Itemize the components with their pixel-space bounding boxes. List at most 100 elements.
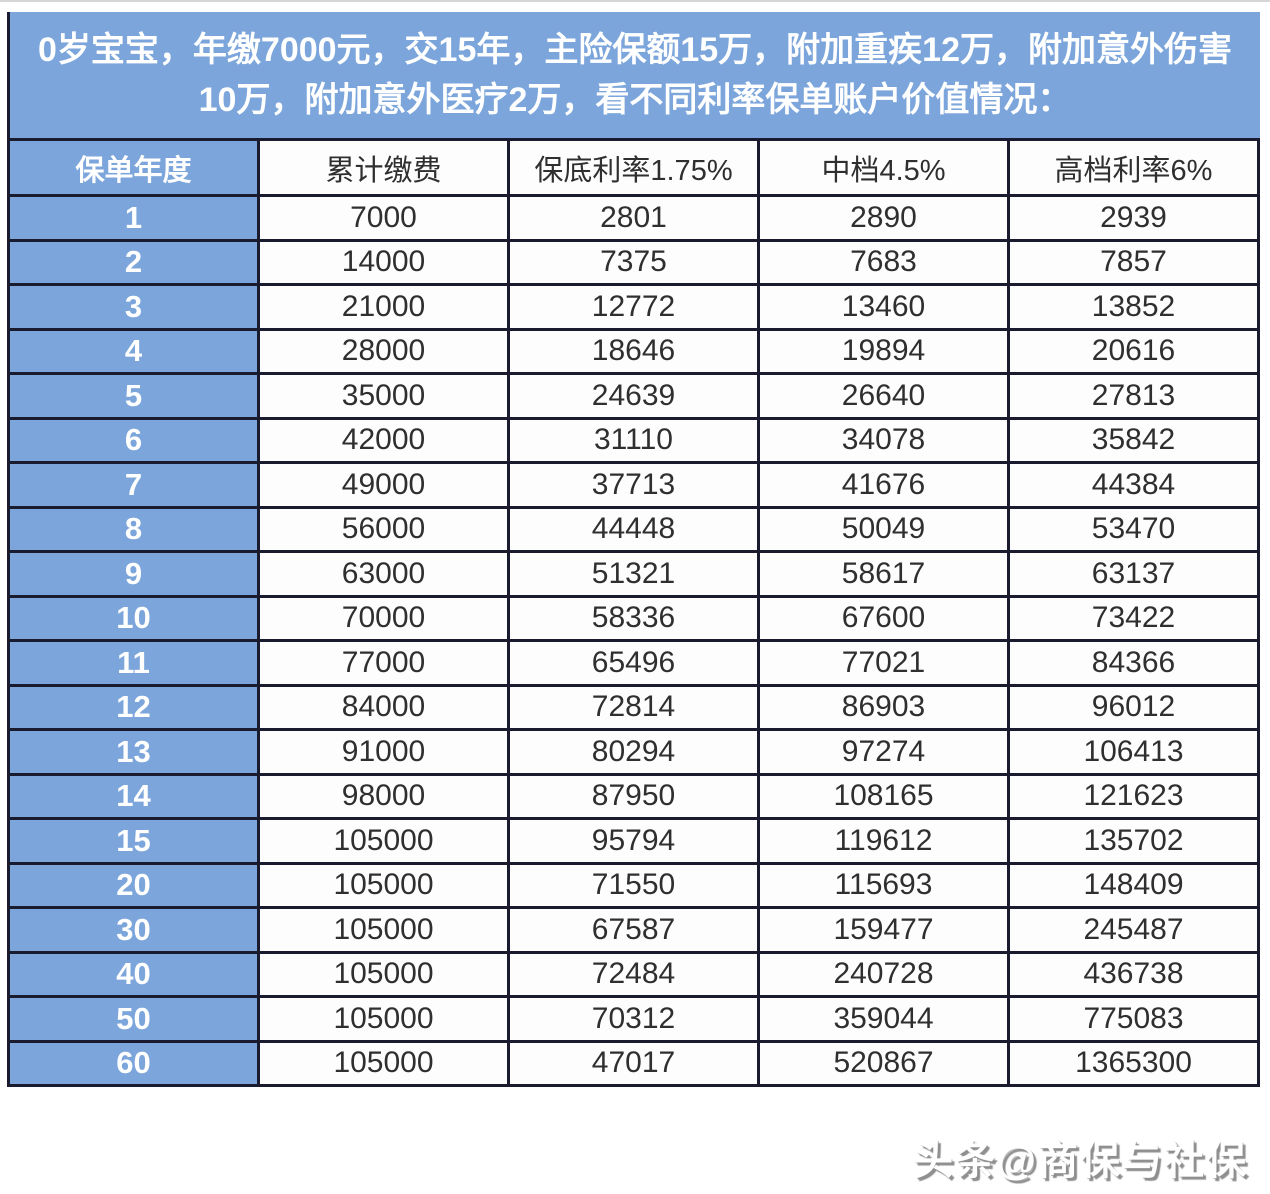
high-rate-6-cell: 135702 bbox=[1007, 817, 1260, 865]
table-title-banner: 0岁宝宝，年缴7000元，交15年，主险保额15万，附加重疾12万，附加意外伤害… bbox=[7, 12, 1260, 138]
watermark: 头条@商保与社保 bbox=[912, 1139, 1248, 1183]
policy-year-cell: 15 bbox=[7, 817, 260, 865]
mid-rate-4-5-cell: 34078 bbox=[757, 416, 1010, 464]
mid-rate-4-5-cell: 58617 bbox=[757, 550, 1010, 598]
high-rate-6-cell: 121623 bbox=[1007, 772, 1260, 820]
table-row: 14 98000 87950 108165 121623 bbox=[7, 772, 1260, 820]
cumulative-premium-cell: 7000 bbox=[257, 194, 510, 242]
cumulative-premium-cell: 49000 bbox=[257, 461, 510, 509]
policy-year-cell: 30 bbox=[7, 906, 260, 954]
table-row: 9 63000 51321 58617 63137 bbox=[7, 550, 1260, 598]
cumulative-premium-cell: 105000 bbox=[257, 906, 510, 954]
table-row: 40 105000 72484 240728 436738 bbox=[7, 950, 1260, 998]
guaranteed-rate-1-75-cell: 7375 bbox=[507, 238, 760, 286]
policy-year-cell: 4 bbox=[7, 327, 260, 375]
table-row: 20 105000 71550 115693 148409 bbox=[7, 861, 1260, 909]
high-rate-6-cell: 20616 bbox=[1007, 327, 1260, 375]
mid-rate-4-5-cell: 97274 bbox=[757, 728, 1010, 776]
policy-year-cell: 11 bbox=[7, 639, 260, 687]
mid-rate-4-5-cell: 77021 bbox=[757, 639, 1010, 687]
table-row: 7 49000 37713 41676 44384 bbox=[7, 461, 1260, 509]
high-rate-6-cell: 245487 bbox=[1007, 906, 1260, 954]
high-rate-6-cell: 775083 bbox=[1007, 995, 1260, 1043]
cumulative-premium-cell: 63000 bbox=[257, 550, 510, 598]
high-rate-6-cell: 63137 bbox=[1007, 550, 1260, 598]
policy-year-cell: 40 bbox=[7, 950, 260, 998]
guaranteed-rate-1-75-cell: 31110 bbox=[507, 416, 760, 464]
guaranteed-rate-1-75-cell: 87950 bbox=[507, 772, 760, 820]
high-rate-6-cell: 7857 bbox=[1007, 238, 1260, 286]
mid-rate-4-5-cell: 159477 bbox=[757, 906, 1010, 954]
cumulative-premium-cell: 98000 bbox=[257, 772, 510, 820]
policy-year-cell: 7 bbox=[7, 461, 260, 509]
table-row: 10 70000 58336 67600 73422 bbox=[7, 594, 1260, 642]
high-rate-6-cell: 13852 bbox=[1007, 283, 1260, 331]
table-row: 1 7000 2801 2890 2939 bbox=[7, 194, 1260, 242]
table-row: 11 77000 65496 77021 84366 bbox=[7, 639, 1260, 687]
policy-value-table: 保单年度 累计缴费 保底利率1.75% 中档4.5% 高档利率6% 1 7000 2801 2… bbox=[7, 138, 1260, 1087]
table-row: 5 35000 24639 26640 27813 bbox=[7, 372, 1260, 420]
mid-rate-4-5-cell: 50049 bbox=[757, 505, 1010, 553]
guaranteed-rate-1-75-cell: 72814 bbox=[507, 683, 760, 731]
table-row: 4 28000 18646 19894 20616 bbox=[7, 327, 1260, 375]
guaranteed-rate-1-75-cell: 80294 bbox=[507, 728, 760, 776]
high-rate-6-cell: 2939 bbox=[1007, 194, 1260, 242]
policy-year-cell: 6 bbox=[7, 416, 260, 464]
table-row: 15 105000 95794 119612 135702 bbox=[7, 817, 1260, 865]
high-rate-6-cell: 106413 bbox=[1007, 728, 1260, 776]
table-row: 30 105000 67587 159477 245487 bbox=[7, 906, 1260, 954]
high-rate-6-cell: 148409 bbox=[1007, 861, 1260, 909]
guaranteed-rate-1-75-cell: 58336 bbox=[507, 594, 760, 642]
high-rate-6-cell: 436738 bbox=[1007, 950, 1260, 998]
policy-year-cell: 14 bbox=[7, 772, 260, 820]
table-row: 50 105000 70312 359044 775083 bbox=[7, 995, 1260, 1043]
title-line-1: 0岁宝宝，年缴7000元，交15年，主险保额15万，附加重疾12万，附加意外伤害 bbox=[38, 31, 1232, 69]
cumulative-premium-cell: 28000 bbox=[257, 327, 510, 375]
guaranteed-rate-1-75-cell: 72484 bbox=[507, 950, 760, 998]
col-header-guaranteed-rate-1-75: 保底利率1.75% bbox=[507, 138, 760, 197]
guaranteed-rate-1-75-cell: 2801 bbox=[507, 194, 760, 242]
table-body: 1 7000 2801 2890 2939 2 14000 7375 7683 7857 3 2100… bbox=[7, 194, 1260, 1087]
cumulative-premium-cell: 91000 bbox=[257, 728, 510, 776]
guaranteed-rate-1-75-cell: 71550 bbox=[507, 861, 760, 909]
guaranteed-rate-1-75-cell: 65496 bbox=[507, 639, 760, 687]
col-header-cumulative-premium: 累计缴费 bbox=[257, 138, 510, 197]
high-rate-6-cell: 35842 bbox=[1007, 416, 1260, 464]
mid-rate-4-5-cell: 67600 bbox=[757, 594, 1010, 642]
policy-year-cell: 9 bbox=[7, 550, 260, 598]
cumulative-premium-cell: 105000 bbox=[257, 1039, 510, 1087]
table-row: 3 21000 12772 13460 13852 bbox=[7, 283, 1260, 331]
policy-year-cell: 10 bbox=[7, 594, 260, 642]
guaranteed-rate-1-75-cell: 67587 bbox=[507, 906, 760, 954]
guaranteed-rate-1-75-cell: 18646 bbox=[507, 327, 760, 375]
cumulative-premium-cell: 14000 bbox=[257, 238, 510, 286]
guaranteed-rate-1-75-cell: 37713 bbox=[507, 461, 760, 509]
mid-rate-4-5-cell: 41676 bbox=[757, 461, 1010, 509]
cumulative-premium-cell: 77000 bbox=[257, 639, 510, 687]
mid-rate-4-5-cell: 115693 bbox=[757, 861, 1010, 909]
col-header-high-rate-6: 高档利率6% bbox=[1007, 138, 1260, 197]
mid-rate-4-5-cell: 119612 bbox=[757, 817, 1010, 865]
table-row: 8 56000 44448 50049 53470 bbox=[7, 505, 1260, 553]
mid-rate-4-5-cell: 26640 bbox=[757, 372, 1010, 420]
mid-rate-4-5-cell: 19894 bbox=[757, 327, 1010, 375]
table-row: 13 91000 80294 97274 106413 bbox=[7, 728, 1260, 776]
cumulative-premium-cell: 105000 bbox=[257, 861, 510, 909]
cumulative-premium-cell: 70000 bbox=[257, 594, 510, 642]
high-rate-6-cell: 44384 bbox=[1007, 461, 1260, 509]
table-row: 2 14000 7375 7683 7857 bbox=[7, 238, 1260, 286]
high-rate-6-cell: 1365300 bbox=[1007, 1039, 1260, 1087]
col-header-mid-rate-4-5: 中档4.5% bbox=[757, 138, 1010, 197]
table-row: 12 84000 72814 86903 96012 bbox=[7, 683, 1260, 731]
policy-year-cell: 1 bbox=[7, 194, 260, 242]
guaranteed-rate-1-75-cell: 44448 bbox=[507, 505, 760, 553]
cumulative-premium-cell: 105000 bbox=[257, 995, 510, 1043]
guaranteed-rate-1-75-cell: 95794 bbox=[507, 817, 760, 865]
cumulative-premium-cell: 56000 bbox=[257, 505, 510, 553]
mid-rate-4-5-cell: 359044 bbox=[757, 995, 1010, 1043]
cumulative-premium-cell: 84000 bbox=[257, 683, 510, 731]
guaranteed-rate-1-75-cell: 12772 bbox=[507, 283, 760, 331]
high-rate-6-cell: 96012 bbox=[1007, 683, 1260, 731]
high-rate-6-cell: 53470 bbox=[1007, 505, 1260, 553]
